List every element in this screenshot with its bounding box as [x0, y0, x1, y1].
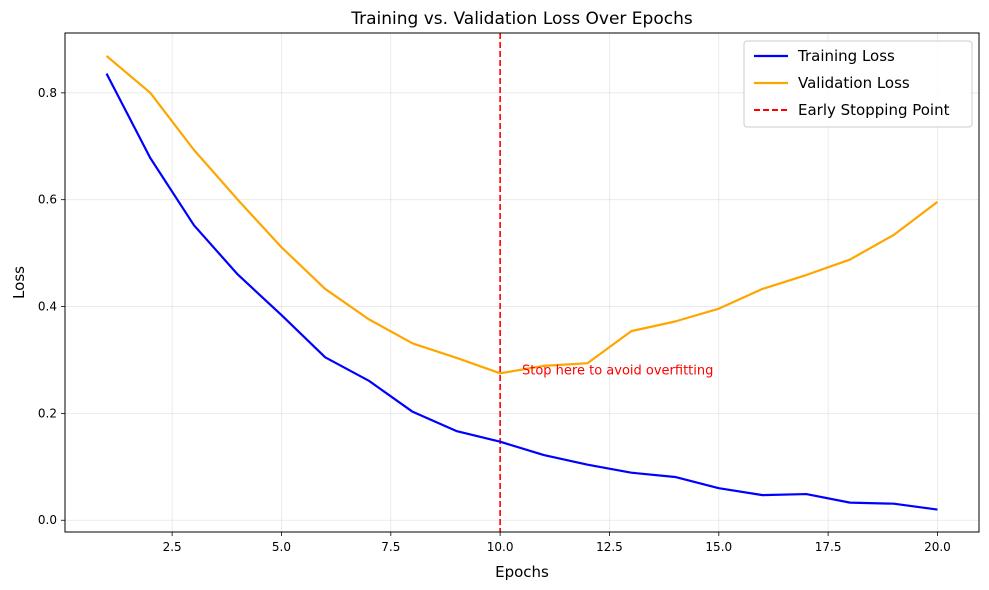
legend-box: [743, 40, 973, 128]
x-tick-label: 5.0: [272, 540, 291, 554]
y-tick-label: 0.2: [38, 406, 57, 420]
chart-title: Training vs. Validation Loss Over Epochs: [350, 9, 693, 29]
x-tick-label: 20.0: [924, 540, 951, 554]
legend: Training Loss Validation Loss Early Stop…: [743, 40, 973, 128]
x-tick-label: 10.0: [487, 540, 514, 554]
x-tick-label: 15.0: [705, 540, 732, 554]
legend-label-validation-loss: Validation Loss: [798, 74, 910, 92]
y-axis-ticks: 0.0 0.2 0.4 0.6 0.8: [38, 86, 65, 527]
overfitting-annotation: Stop here to avoid overfitting: [522, 364, 713, 379]
series-layer: [105, 55, 939, 511]
y-tick-label: 0.8: [38, 86, 57, 100]
x-tick-label: 12.5: [596, 540, 623, 554]
y-tick-label: 0.0: [38, 513, 57, 527]
y-tick-label: 0.6: [38, 193, 57, 207]
x-tick-label: 7.5: [381, 540, 400, 554]
series-line-validation-loss: [105, 55, 939, 375]
x-tick-label: 17.5: [815, 540, 842, 554]
x-axis-label: Epochs: [495, 563, 549, 581]
legend-label-training-loss: Training Loss: [797, 47, 895, 65]
legend-label-early-stopping: Early Stopping Point: [798, 101, 950, 119]
series-line-training-loss: [105, 73, 938, 511]
x-tick-label: 2.5: [163, 540, 182, 554]
y-tick-label: 0.4: [38, 300, 57, 314]
plot-frame: [64, 32, 980, 533]
x-axis-ticks: 2.5 5.0 7.5 10.0 12.5 15.0 17.5 20.0: [163, 532, 951, 554]
y-axis-label: Loss: [10, 266, 28, 299]
